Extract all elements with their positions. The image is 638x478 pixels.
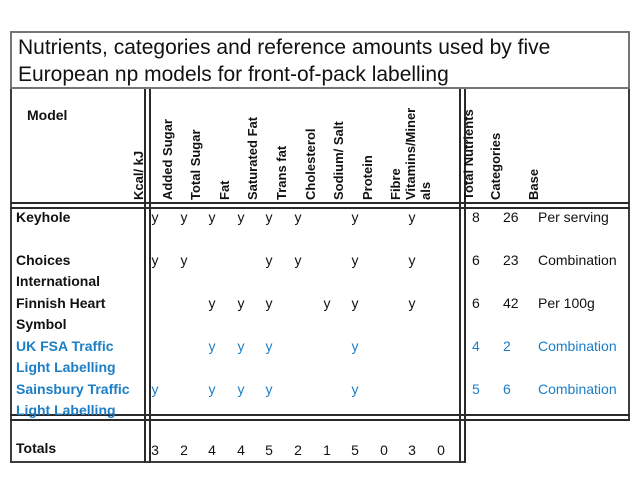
nutrient-flag: y xyxy=(294,252,302,268)
nutrient-flag: y xyxy=(351,252,359,268)
totals-value: 0 xyxy=(380,442,388,458)
table-right-border xyxy=(628,89,630,421)
nutrient-flag: y xyxy=(265,338,273,354)
column-header-3: Total Sugar xyxy=(188,129,203,200)
totals-bottom-border xyxy=(10,461,466,463)
model-name: Sainsbury Traffic Light Labelling xyxy=(16,381,130,418)
base-value: Per serving xyxy=(538,209,609,225)
total-nutrients-value: 8 xyxy=(472,209,480,225)
totals-value: 1 xyxy=(323,442,331,458)
nutrient-flag: y xyxy=(237,209,245,225)
model-name: Finnish Heart Symbol xyxy=(16,295,106,332)
summary-header-3: Base xyxy=(526,168,541,200)
nutrient-flag: y xyxy=(351,209,359,225)
totals-value: 2 xyxy=(294,442,302,458)
base-value: Per 100g xyxy=(538,295,595,311)
base-value: Combination xyxy=(538,252,617,268)
nutrient-flag: y xyxy=(180,209,188,225)
model-name: Keyhole xyxy=(16,209,71,225)
total-nutrients-value: 4 xyxy=(472,338,480,354)
column-header-5: Saturated Fat xyxy=(245,116,260,200)
total-nutrients-value: 5 xyxy=(472,381,480,397)
base-value: Combination xyxy=(538,381,617,397)
nutrient-flag: y xyxy=(208,209,216,225)
categories-value: 23 xyxy=(503,252,519,268)
nutrient-flag: y xyxy=(408,295,416,311)
nutrient-flag: y xyxy=(208,381,216,397)
nutrient-flag: y xyxy=(351,295,359,311)
model-column-separator xyxy=(144,89,151,463)
header-row-separator xyxy=(10,202,630,209)
total-nutrients-value: 6 xyxy=(472,295,480,311)
nutrient-flag: y xyxy=(237,381,245,397)
column-header-11: Vitamins/Minerals xyxy=(403,107,433,200)
model-column-header: Model xyxy=(27,107,68,123)
nutrient-flag: y xyxy=(151,252,159,268)
base-value: Combination xyxy=(538,338,617,354)
nutrient-flag: y xyxy=(208,295,216,311)
nutrient-flag: y xyxy=(265,295,273,311)
totals-value: 2 xyxy=(180,442,188,458)
categories-value: 2 xyxy=(503,338,511,354)
totals-value: 3 xyxy=(408,442,416,458)
total-nutrients-value: 6 xyxy=(472,252,480,268)
categories-value: 26 xyxy=(503,209,519,225)
nutrient-flag: y xyxy=(351,381,359,397)
column-header-10: Fibre xyxy=(388,168,403,200)
table-title-box: Nutrients, categories and reference amou… xyxy=(10,31,630,89)
column-header-8: Sodium/ Salt xyxy=(331,121,346,200)
summary-header-1: Total Nutrients xyxy=(461,109,476,200)
totals-value: 5 xyxy=(351,442,359,458)
nutrient-flag: y xyxy=(151,209,159,225)
column-header-2: Added Sugar xyxy=(160,119,175,200)
totals-row-label: Totals xyxy=(16,440,57,456)
totals-row-separator xyxy=(10,414,630,421)
column-header-1: Kcal/ kJ xyxy=(131,150,146,200)
nutrient-flag: y xyxy=(408,252,416,268)
totals-value: 4 xyxy=(208,442,216,458)
nutrient-flag: y xyxy=(265,252,273,268)
column-header-7: Cholesterol xyxy=(303,128,318,200)
column-header-6: Trans fat xyxy=(274,145,289,200)
nutrient-flag: y xyxy=(151,381,159,397)
summary-column-separator xyxy=(459,89,466,463)
nutrient-flag: y xyxy=(294,209,302,225)
nutrient-flag: y xyxy=(323,295,331,311)
nutrient-flag: y xyxy=(265,209,273,225)
nutrient-flag: y xyxy=(180,252,188,268)
nutrient-flag: y xyxy=(237,295,245,311)
column-header-9: Protein xyxy=(360,155,375,200)
nutrient-flag: y xyxy=(408,209,416,225)
categories-value: 6 xyxy=(503,381,511,397)
summary-header-2: Categories xyxy=(488,132,503,200)
column-header-4: Fat xyxy=(217,180,232,201)
totals-value: 0 xyxy=(437,442,445,458)
categories-value: 42 xyxy=(503,295,519,311)
table-title: Nutrients, categories and reference amou… xyxy=(18,36,551,86)
totals-value: 3 xyxy=(151,442,159,458)
nutrient-flag: y xyxy=(237,338,245,354)
model-name: Choices International xyxy=(16,252,101,289)
totals-value: 5 xyxy=(265,442,273,458)
nutrient-flag: y xyxy=(265,381,273,397)
nutrient-flag: y xyxy=(208,338,216,354)
model-name: UK FSA Traffic Light Labelling xyxy=(16,338,116,375)
nutrient-flag: y xyxy=(351,338,359,354)
totals-value: 4 xyxy=(237,442,245,458)
table-left-border xyxy=(10,89,12,463)
